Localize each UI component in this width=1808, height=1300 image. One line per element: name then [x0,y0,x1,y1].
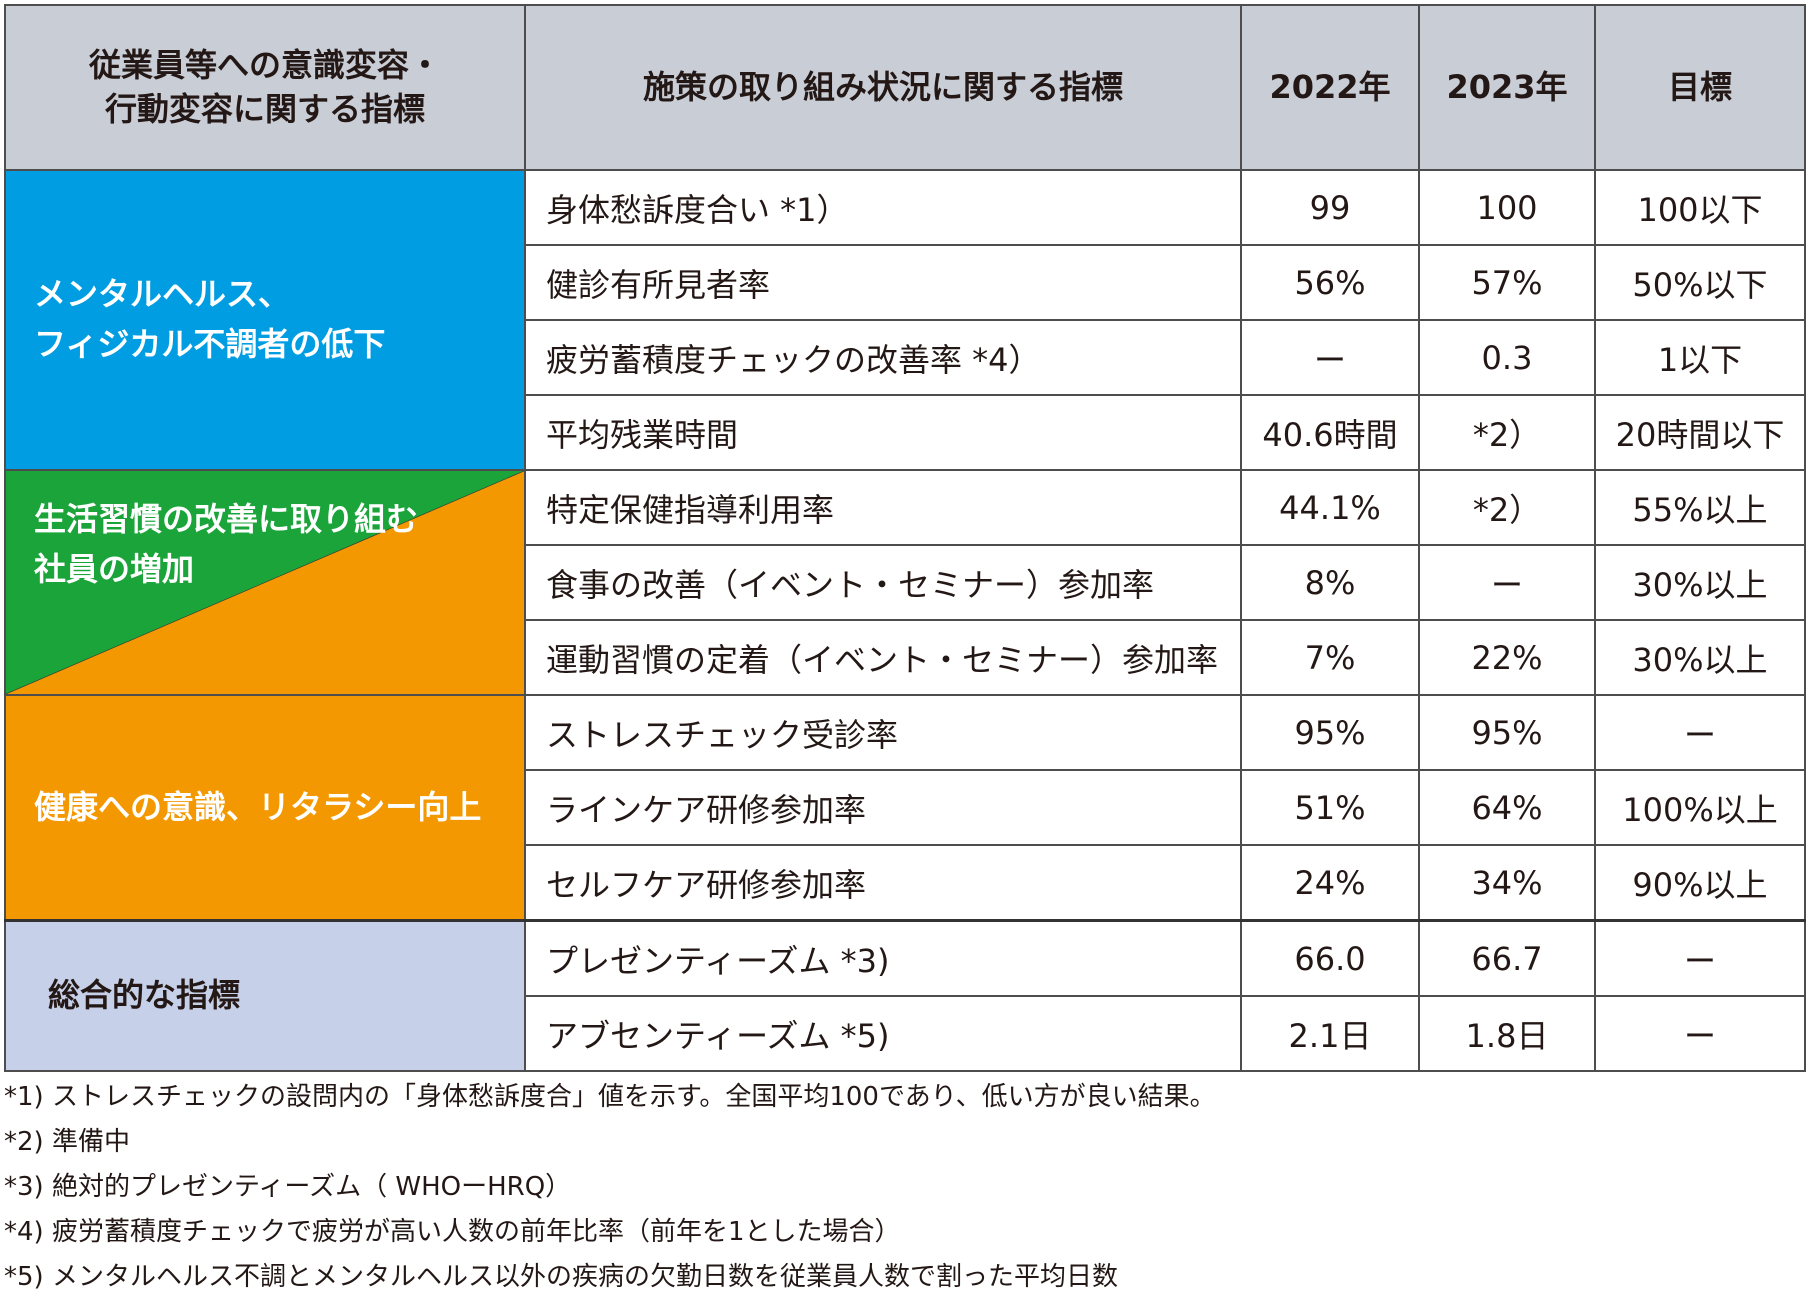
category-mental-line2: フィジカル不調者の低下 [34,325,386,363]
value-2022: 99 [1240,169,1420,246]
footnote-4: *4) 疲労蓄積度チェックで疲労が高い人数の前年比率（前年を1とした場合） [4,1217,901,1247]
value-2022: ー [1240,319,1420,396]
value-target: 30%以上 [1594,544,1806,621]
value-target: 90%以上 [1594,844,1806,922]
category-lifestyle-line1: 生活習慣の改善に取り組む [34,500,419,538]
category-lifestyle-split: 生活習慣の改善に取り組む 社員の増加 [4,469,526,696]
table-row: 平均残業時間 40.6時間 *2） 20時間以下 [5,394,1806,471]
header-initiative-indicators: 施策の取り組み状況に関する指標 [524,4,1242,171]
table-row: メンタルヘルス、 フィジカル不調者の低下 身体愁訴度合い *1） 99 100 … [4,169,1806,471]
diagonal-line [6,471,524,694]
indicator-table-container: 従業員等への意識変容・ 行動変容に関する指標 施策の取り組み状況に関する指標 2… [4,4,1806,1072]
category-literacy: 健康への意識、リタラシー向上 [4,694,526,922]
table-row: 疲労蓄積度チェックの改善率 *4） ー 0.3 1以下 [5,319,1806,396]
value-2023: 1.8日 [1418,995,1596,1072]
header-row: 従業員等への意識変容・ 行動変容に関する指標 施策の取り組み状況に関する指標 2… [4,4,1806,171]
value-2022: 66.0 [1240,919,1420,997]
value-2022: 8% [1240,544,1420,621]
value-target: 30%以上 [1594,619,1806,696]
category-lifestyle-label: 生活習慣の改善に取り組む 社員の増加 [34,495,418,594]
indicator-cell: 平均残業時間 [524,394,1242,471]
category-mental-line1: メンタルヘルス、 [34,275,291,314]
indicator-cell: 特定保健指導利用率 [524,469,1242,546]
value-2022: 44.1% [1240,469,1420,546]
value-target: 100以下 [1594,169,1806,246]
value-2022: 95% [1240,694,1420,771]
table-row: 健診有所見者率 56% 57% 50%以下 [5,244,1806,321]
value-target: 50%以下 [1594,244,1806,321]
indicator-cell: 健診有所見者率 [524,244,1242,321]
footnote-5: *5) メンタルヘルス不調とメンタルヘルス以外の疾病の欠勤日数を従業員人数で割っ… [4,1262,1118,1292]
category-summary: 総合的な指標 [4,919,526,1072]
value-2023: 95% [1418,694,1596,771]
value-2022: 56% [1240,244,1420,321]
footnote-3: *3) 絶対的プレゼンティーズム（ WHOーHRQ） [4,1172,572,1202]
value-2023: *2） [1418,469,1596,546]
value-2022: 51% [1240,769,1420,846]
health-indicator-table: 従業員等への意識変容・ 行動変容に関する指標 施策の取り組み状況に関する指標 2… [4,4,1806,1072]
category-lifestyle-line2: 社員の増加 [34,549,195,588]
value-target: 100%以上 [1594,769,1806,846]
value-target: 55%以上 [1594,469,1806,546]
value-target: ー [1594,919,1806,997]
value-2023: 22% [1418,619,1596,696]
value-2023: 100 [1418,169,1596,246]
value-2023: 64% [1418,769,1596,846]
table-row: セルフケア研修参加率 24% 34% 90%以上 [5,844,1806,922]
table-row: 生活習慣の改善に取り組む 社員の増加 特定保健指導利用率 44.1% *2） 5… [4,469,1806,696]
indicator-cell: 運動習慣の定着（イベント・セミナー）参加率 [524,619,1242,696]
indicator-cell: アブセンティーズム *5) [524,995,1242,1072]
value-2023: 34% [1418,844,1596,922]
value-2023: 0.3 [1418,319,1596,396]
table-row: 運動習慣の定着（イベント・セミナー）参加率 7% 22% 30%以上 [5,619,1806,696]
footnote-1: *1) ストレスチェックの設問内の「身体愁訴度合」値を示す。全国平均100であり… [4,1082,1216,1112]
diagonal-split-graphic [6,471,524,694]
header-2022: 2022年 [1240,4,1420,171]
value-2022: 24% [1240,844,1420,922]
indicator-cell: ラインケア研修参加率 [524,769,1242,846]
table-row: 食事の改善（イベント・セミナー）参加率 8% ー 30%以上 [5,544,1806,621]
value-2023: 57% [1418,244,1596,321]
table-row: 健康への意識、リタラシー向上 ストレスチェック受診率 95% 95% ー [4,694,1806,922]
indicator-cell: セルフケア研修参加率 [524,844,1242,922]
table-row: アブセンティーズム *5) 2.1日 1.8日 ー [5,995,1806,1072]
indicator-cell: 身体愁訴度合い *1） [524,169,1242,246]
value-target: ー [1594,995,1806,1072]
indicator-cell: プレゼンティーズム *3) [524,919,1242,997]
value-2023: ー [1418,544,1596,621]
value-2022: 7% [1240,619,1420,696]
indicator-cell: ストレスチェック受診率 [524,694,1242,771]
header-effect-indicators: 従業員等への意識変容・ 行動変容に関する指標 [4,4,526,171]
value-2022: 2.1日 [1240,995,1420,1072]
value-2022: 40.6時間 [1240,394,1420,471]
table-row: 総合的な指標 プレゼンティーズム *3) 66.0 66.7 ー [4,919,1806,1072]
category-mental-health: メンタルヘルス、 フィジカル不調者の低下 [4,169,526,471]
footnote-2: *2) 準備中 [4,1127,130,1157]
value-2023: *2） [1418,394,1596,471]
header-target: 目標 [1594,4,1806,171]
header-effect-line2: 行動変容に関する指標 [104,89,425,128]
value-target: 1以下 [1594,319,1806,396]
value-2023: 66.7 [1418,919,1596,997]
footnotes: *1) ストレスチェックの設問内の「身体愁訴度合」値を示す。全国平均100であり… [4,1075,1804,1300]
indicator-cell: 食事の改善（イベント・セミナー）参加率 [524,544,1242,621]
value-target: 20時間以下 [1594,394,1806,471]
header-effect-line1: 従業員等への意識変容・ [88,46,441,85]
indicator-cell: 疲労蓄積度チェックの改善率 *4） [524,319,1242,396]
table-row: ラインケア研修参加率 51% 64% 100%以上 [5,769,1806,846]
value-target: ー [1594,694,1806,771]
header-2023: 2023年 [1418,4,1596,171]
